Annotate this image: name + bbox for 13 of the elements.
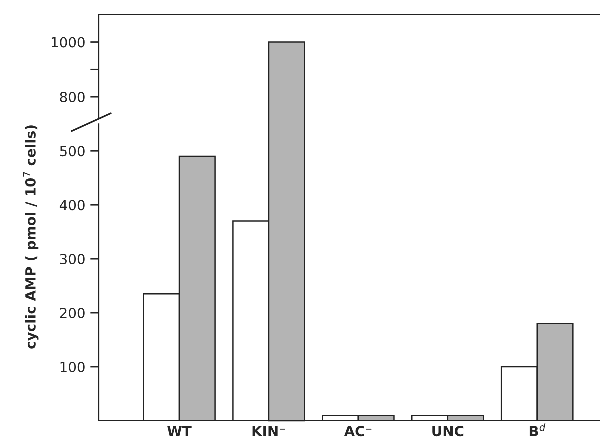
x-tick-label: AC⁻ <box>344 426 372 437</box>
y-tick-label: 300 <box>60 254 85 265</box>
x-tick-label: B$^{d}$ <box>530 424 546 436</box>
y-tick-label: 400 <box>60 200 85 211</box>
x-tick-label: WT <box>168 426 192 436</box>
y-tick-label: 200 <box>60 308 85 319</box>
x-tick-label: KIN⁻ <box>252 426 286 436</box>
y-axis-title: cyclic AMP ( pmol / 10$^{7}$ cells) <box>23 126 39 349</box>
y-tick-label: 100 <box>60 362 85 372</box>
x-tick-label: UNC <box>432 426 464 437</box>
y-tick-label: 800 <box>60 92 85 103</box>
y-tick-label: 1000 <box>52 37 85 48</box>
y-tick-label: 500 <box>60 146 85 157</box>
